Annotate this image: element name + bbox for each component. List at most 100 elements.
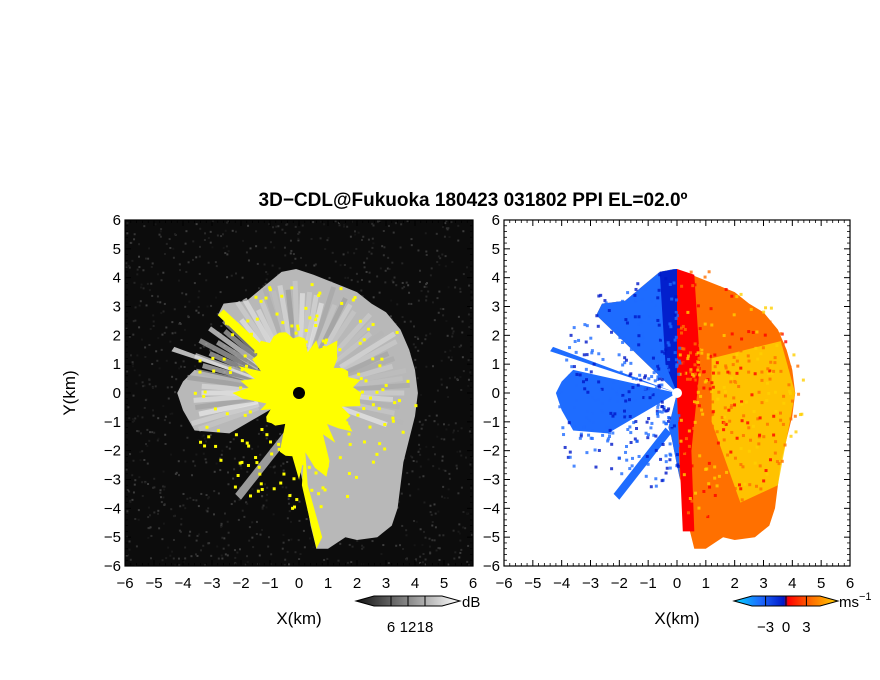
- saturation-pixel: [314, 318, 318, 322]
- noise-speck: [265, 437, 268, 440]
- velocity-pixel: [757, 442, 761, 446]
- velocity-pixel: [656, 364, 660, 368]
- saturation-pixel: [295, 498, 299, 502]
- noise-speck: [129, 453, 132, 456]
- velocity-pixel: [753, 461, 757, 465]
- noise-speck: [132, 365, 135, 368]
- velocity-pixel: [722, 385, 726, 389]
- velocity-pixel: [729, 450, 733, 454]
- noise-speck: [170, 508, 173, 511]
- noise-speck: [150, 282, 153, 285]
- noise-speck: [205, 494, 208, 497]
- saturation-pixel: [212, 369, 216, 373]
- noise-speck: [434, 453, 437, 456]
- noise-speck: [150, 557, 153, 560]
- noise-speck: [283, 563, 286, 566]
- noise-speck: [286, 550, 289, 553]
- velocity-pixel: [737, 385, 741, 389]
- velocity-pixel: [601, 411, 605, 415]
- saturation-pixel: [304, 306, 308, 310]
- noise-speck: [146, 282, 149, 285]
- noise-speck: [202, 345, 205, 348]
- noise-speck: [443, 438, 446, 441]
- noise-speck: [188, 534, 191, 537]
- velocity-pixel: [697, 404, 701, 408]
- velocity-pixel: [774, 440, 778, 444]
- noise-speck: [182, 360, 185, 363]
- velocity-pixel: [601, 357, 605, 361]
- noise-speck: [410, 302, 413, 305]
- saturation-pixel: [322, 345, 326, 349]
- velocity-pixel: [695, 352, 699, 356]
- noise-speck: [457, 492, 460, 495]
- velocity-pixel: [702, 386, 706, 390]
- noise-speck: [458, 345, 461, 348]
- noise-speck: [162, 271, 165, 274]
- noise-speck: [389, 315, 392, 318]
- noise-speck: [185, 293, 188, 296]
- x-tick-label: 0: [673, 575, 681, 592]
- noise-speck: [424, 232, 427, 235]
- velocity-pixel: [585, 451, 589, 455]
- noise-speck: [167, 546, 170, 549]
- x-tick-label: −4: [174, 575, 191, 592]
- noise-speck: [179, 505, 182, 508]
- noise-speck: [464, 456, 467, 459]
- saturation-pixel: [360, 390, 364, 394]
- noise-speck: [435, 414, 438, 417]
- velocity-high-receding: [711, 341, 796, 503]
- velocity-pixel: [627, 390, 631, 394]
- saturation-pixel: [351, 298, 355, 302]
- noise-speck: [303, 546, 306, 549]
- velocity-pixel: [747, 426, 751, 430]
- velocity-pixel: [757, 390, 761, 394]
- noise-speck: [407, 284, 410, 287]
- saturation-pixel: [255, 317, 259, 321]
- noise-speck: [137, 509, 140, 512]
- saturation-pixel: [362, 407, 366, 411]
- noise-speck: [172, 256, 175, 259]
- noise-speck: [160, 279, 163, 282]
- velocity-pixel: [753, 372, 757, 376]
- velocity-pixel: [639, 378, 643, 382]
- noise-speck: [467, 378, 470, 381]
- saturation-pixel: [323, 341, 327, 345]
- noise-speck: [136, 354, 139, 357]
- x-tick-label: 4: [411, 575, 419, 592]
- velocity-pixel: [735, 436, 739, 440]
- noise-speck: [171, 412, 174, 415]
- noise-speck: [220, 554, 223, 557]
- velocity-pixel: [682, 371, 686, 375]
- noise-speck: [435, 549, 438, 552]
- velocity-pixel: [637, 334, 641, 338]
- noise-speck: [427, 458, 430, 461]
- noise-speck: [224, 553, 227, 556]
- velocity-pixel: [633, 399, 637, 403]
- velocity-pixel: [628, 384, 632, 388]
- velocity-pixel: [780, 459, 784, 463]
- noise-speck: [353, 252, 356, 255]
- velocity-pixel: [666, 341, 670, 345]
- noise-speck: [433, 503, 436, 506]
- noise-speck: [186, 497, 189, 500]
- noise-speck: [323, 558, 326, 561]
- noise-speck: [469, 306, 472, 309]
- noise-speck: [418, 280, 421, 283]
- velocity-pixel: [689, 322, 693, 326]
- noise-speck: [137, 430, 140, 433]
- velocity-pixel: [774, 409, 778, 413]
- velocity-pixel: [584, 340, 588, 344]
- noise-speck: [417, 449, 420, 452]
- noise-speck: [349, 235, 352, 238]
- noise-speck: [266, 273, 269, 276]
- saturation-pixel: [231, 333, 235, 337]
- noise-speck: [294, 225, 297, 228]
- noise-speck: [294, 551, 297, 554]
- velocity-pixel: [689, 418, 693, 422]
- velocity-pixel: [704, 396, 708, 400]
- saturation-pixel: [260, 428, 264, 432]
- noise-speck: [448, 477, 451, 480]
- echo-streak: [310, 286, 337, 350]
- velocity-pixel: [634, 420, 638, 424]
- noise-speck: [382, 254, 385, 257]
